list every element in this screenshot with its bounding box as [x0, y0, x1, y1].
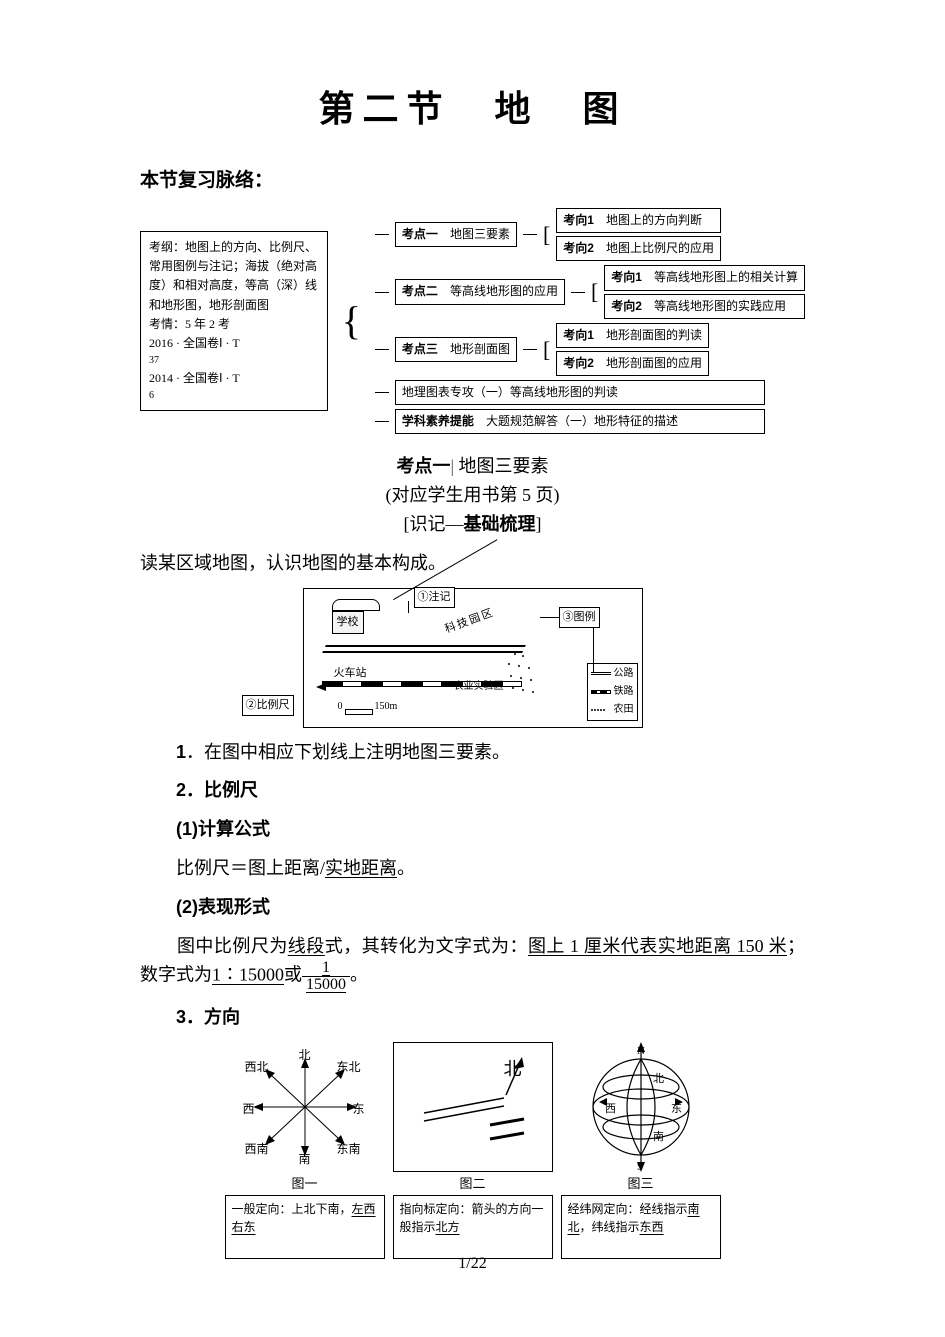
- brace-icon: {: [342, 301, 361, 341]
- outline-l3: 2016 · 全国卷Ⅰ · T37: [149, 334, 319, 369]
- zhuji-callout: ①注记: [414, 587, 455, 609]
- svg-text:北: 北: [653, 1072, 664, 1085]
- dir-fig3-desc: 经纬网定向：经线指示南北，纬线指示东西: [561, 1195, 721, 1259]
- q2-1-heading: (1)计算公式: [140, 815, 805, 844]
- review-heading: 本节复习脉络：: [140, 166, 805, 196]
- dir-fig2-cap: 图二: [393, 1174, 553, 1195]
- q3: 3．方向: [140, 1003, 805, 1032]
- q2-2-heading: (2)表现形式: [140, 893, 805, 922]
- dir-fig3-col: N S 北 南 东 西 图三 经纬网定向：经线指示南北，纬线指示东西: [561, 1042, 721, 1259]
- agri-label: 农业实验区: [454, 679, 504, 695]
- direction-figures: 北 南 东 西 东北 西北 东南 西南 图一 一般定向：上北下南，左西右东 北: [140, 1042, 805, 1259]
- outline-diagram: 考纲：地图上的方向、比例尺、常用图例与注记；海拔（绝对高度）和相对高度，等高（深…: [140, 208, 805, 435]
- legend-box: 公路 铁路 农田: [587, 663, 638, 721]
- school-roof-icon: [332, 599, 380, 611]
- tuli-callout: ③图例: [559, 607, 600, 629]
- outline-right: 考点一 地图三要素 [ 考向1 考向1 地图上的方向判断地图上的方向判断 考向2…: [375, 208, 805, 435]
- fraction: 115000: [302, 960, 350, 993]
- pointer-icon: [408, 601, 409, 613]
- scale-bar: 0150m: [338, 699, 398, 715]
- dir-fig1-cap: 图一: [225, 1174, 385, 1195]
- q2-1-text: 比例尺＝图上距离/实地距离。: [140, 854, 805, 883]
- globe-icon: N S 北 南 东 西: [561, 1042, 721, 1172]
- dir-fig2-desc: 指向标定向：箭头的方向一般指示北方: [393, 1195, 553, 1259]
- outline-l2: 考情：5 年 2 考: [149, 315, 319, 334]
- outline-l1: 考纲：地图上的方向、比例尺、常用图例与注记；海拔（绝对高度）和相对高度，等高（深…: [149, 238, 319, 315]
- farm-dots-icon: [504, 649, 544, 697]
- shiji-line: [识记—基础梳理]: [140, 510, 805, 539]
- dir-fig3: N S 北 南 东 西: [561, 1042, 721, 1172]
- svg-text:南: 南: [653, 1130, 664, 1143]
- svg-text:S: S: [637, 1161, 643, 1172]
- dir-fig3-cap: 图三: [561, 1174, 721, 1195]
- map-figure: 学校 ①注记 科技园区 火车站 ②比例尺 0150m 农业实验区 ③图例: [303, 588, 643, 728]
- scale-callout: ②比例尺: [242, 695, 294, 717]
- station-label: 火车站: [334, 665, 367, 683]
- outline-left-box: 考纲：地图上的方向、比例尺、常用图例与注记；海拔（绝对高度）和相对高度，等高（深…: [140, 231, 328, 411]
- q2: 2．比例尺: [140, 776, 805, 805]
- road-icon: [322, 645, 526, 653]
- north-arrow-icon: [394, 1043, 554, 1173]
- q2-2-text: 图中比例尺为线段式，其转化为文字式为：图上 1 厘米代表实地距离 150 米；数…: [140, 932, 805, 994]
- N-label: N: [637, 1045, 645, 1057]
- ref-line: (对应学生用书第 5 页): [140, 481, 805, 510]
- arrow-icon: [316, 683, 326, 691]
- outline-l4: 2014 · 全国卷Ⅰ · T6: [149, 369, 319, 404]
- page-number: 1/22: [0, 1251, 945, 1277]
- dir-fig1-col: 北 南 东 西 东北 西北 东南 西南 图一 一般定向：上北下南，左西右东: [225, 1042, 385, 1259]
- dir-fig1-desc: 一般定向：上北下南，左西右东: [225, 1195, 385, 1259]
- page-title: 第二节 地 图: [140, 80, 805, 138]
- kaodian-line: 考点一| 地图三要素: [140, 452, 805, 481]
- dir-fig2-col: 北 图二 指向标定向：箭头的方向一般指示北方: [393, 1042, 553, 1259]
- school-label: 学校: [332, 611, 364, 635]
- dir-fig2: 北: [393, 1042, 553, 1172]
- dir-fig1: 北 南 东 西 东北 西北 东南 西南: [225, 1042, 385, 1172]
- tech-label: 科技园区: [442, 604, 497, 638]
- q1: 1．在图中相应下划线上注明地图三要素。: [140, 738, 805, 767]
